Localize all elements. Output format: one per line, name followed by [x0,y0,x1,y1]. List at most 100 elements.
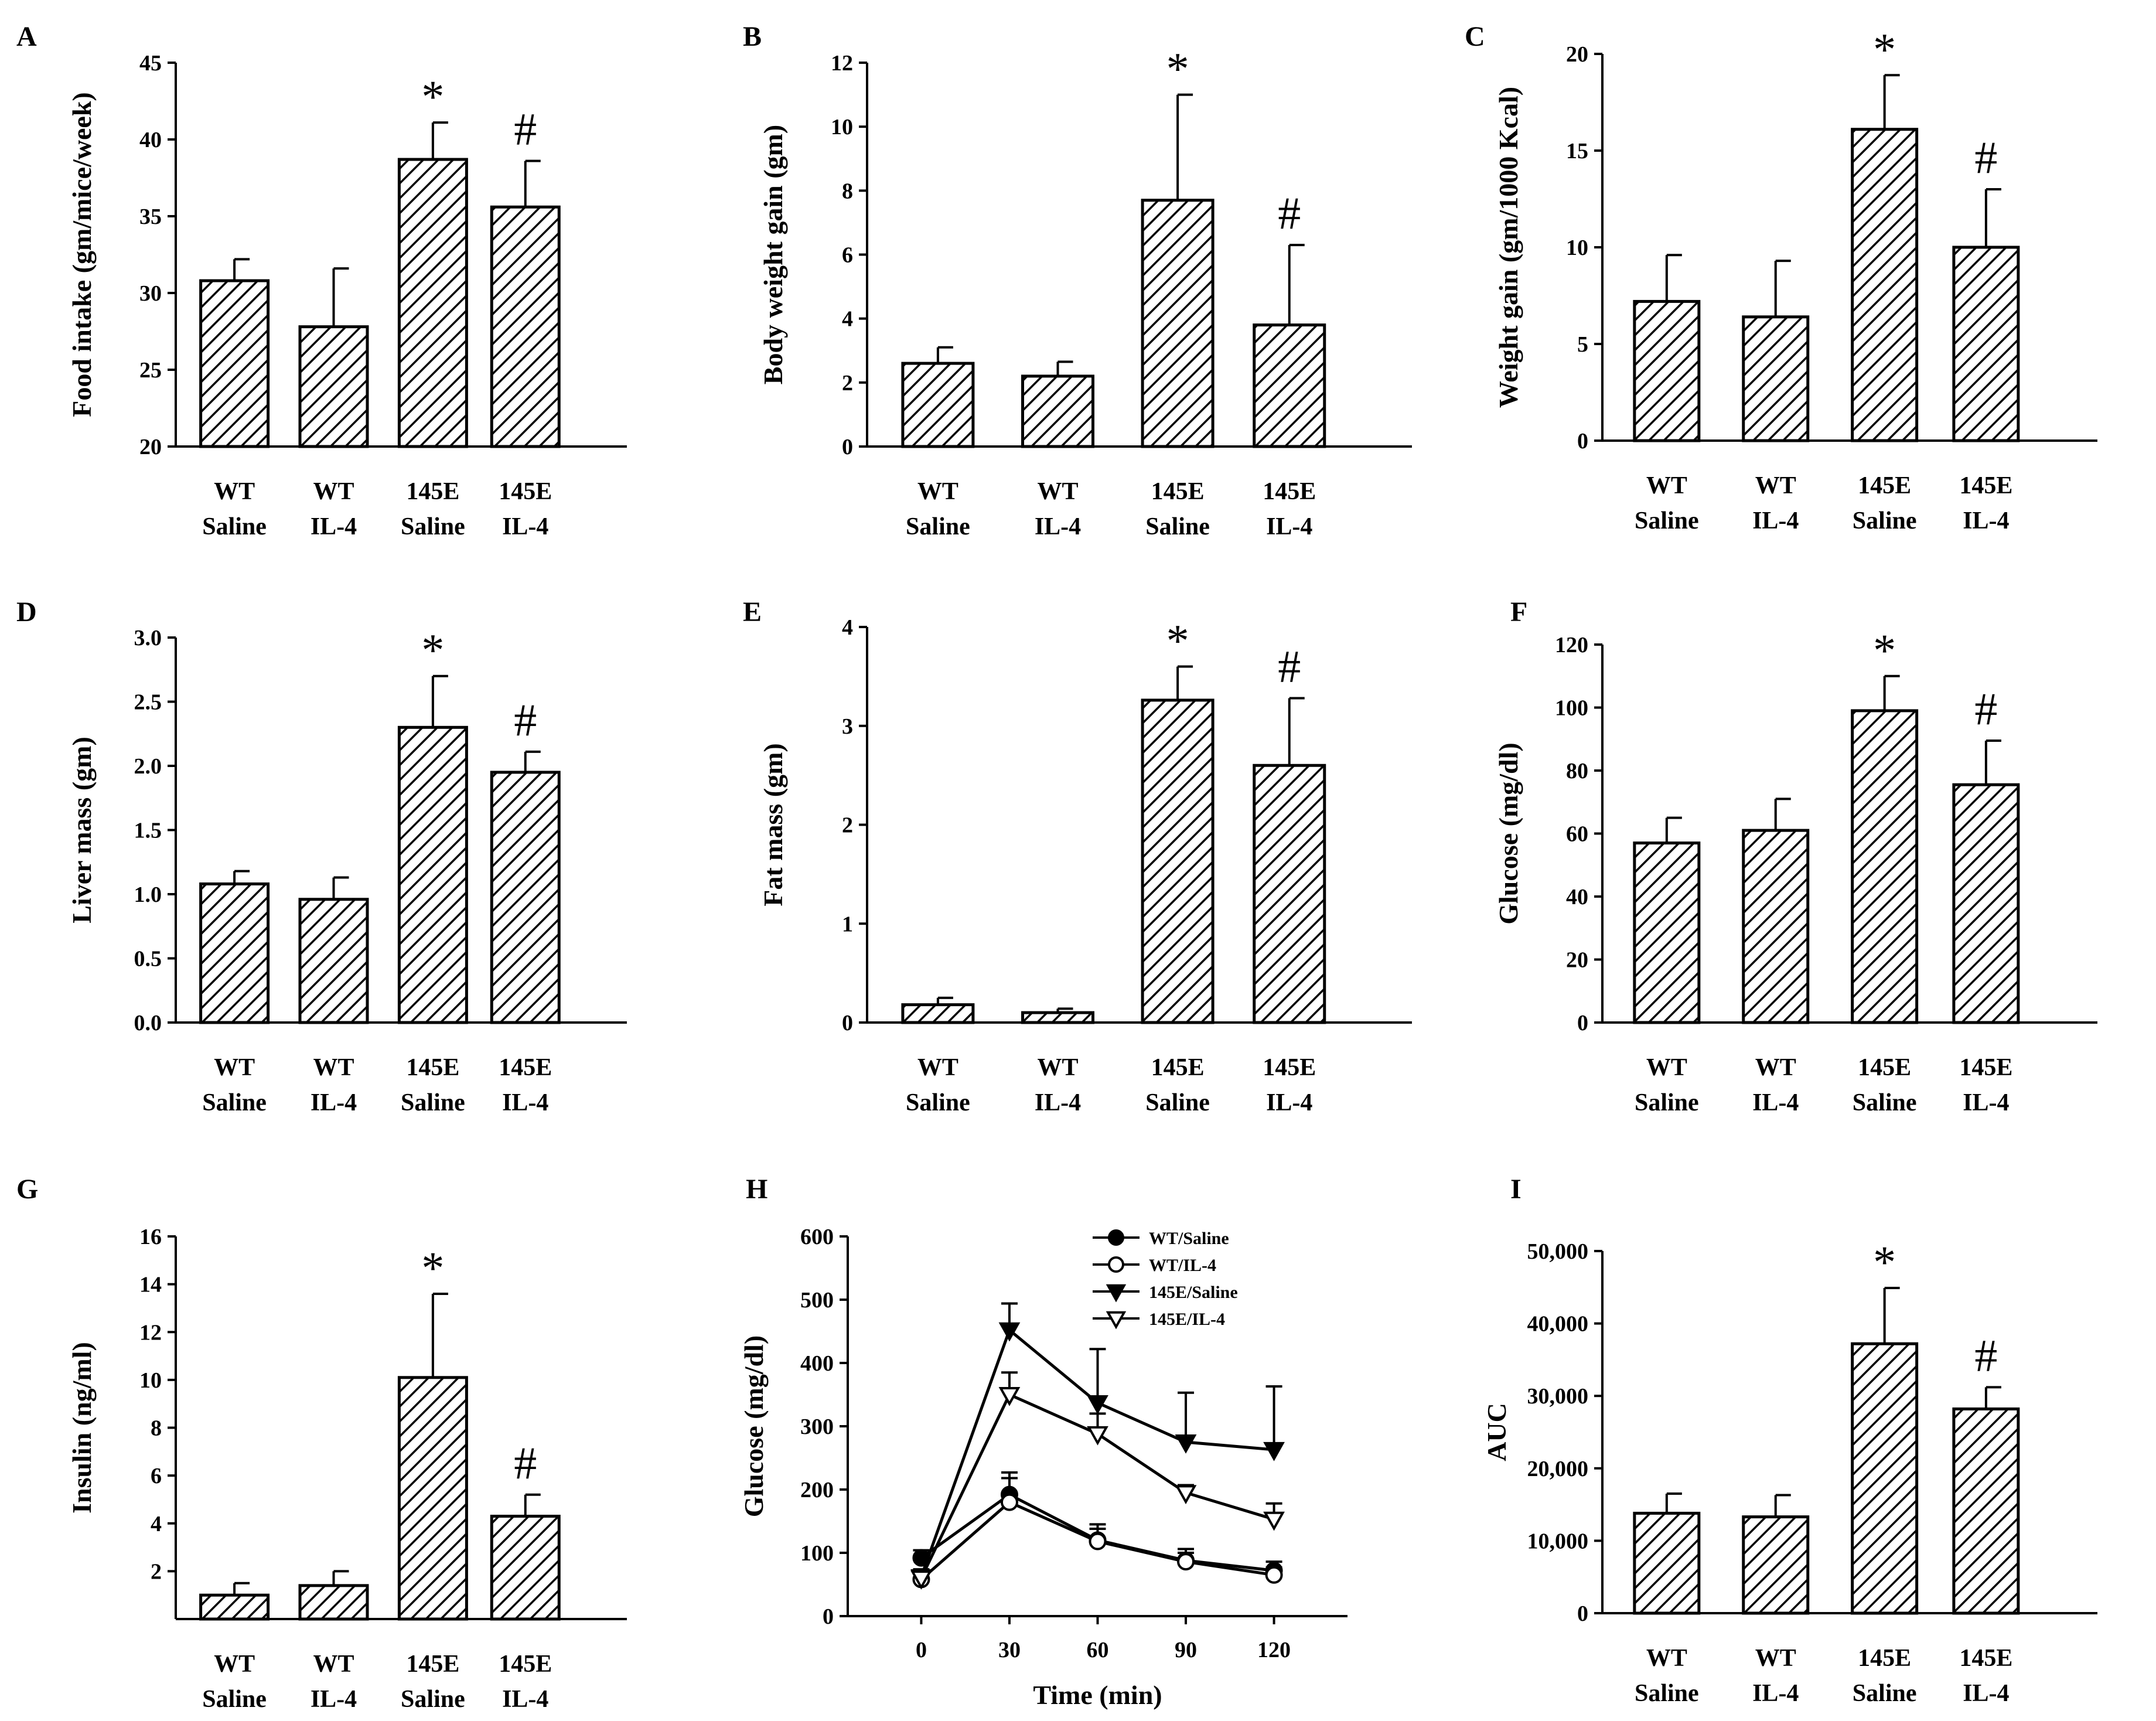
significance-asterisk: * [1873,1236,1896,1287]
y-tick-label: 80 [1566,759,1588,783]
legend-label: WT/IL-4 [1149,1256,1216,1275]
panel-f: F 0 20 40 60 80 100 120 Glucose (mg/dl) WT Saline W… [1493,597,2097,1116]
bar-145e-saline [1851,1342,1919,1615]
panel-d: D 0.0 0.5 1.0 1.5 2.0 2.5 3.0 Liver mass (gm) WT S… [16,597,627,1116]
bar-145e-saline [397,725,468,1024]
y-tick-label: 120 [1555,633,1588,657]
y-axis-title: Liver mass (gm) [67,737,97,923]
y-tick-label: 1 [842,912,853,936]
y-tick-label: 3.0 [134,626,162,650]
y-axis-title: Body weight gain (gm) [758,125,788,384]
legend-entry-145e-il-4: 145E/IL-4 [1092,1310,1225,1330]
y-tick-label: 40,000 [1527,1312,1589,1337]
category-label-line2: IL-4 [1266,513,1312,540]
category-label-line2: Saline [202,1089,267,1116]
significance-hash: # [514,1437,537,1488]
data-point-marker [1000,1493,1018,1511]
category-label-line1: 145E [499,1651,552,1678]
category-label-line1: WT [1037,478,1078,505]
category-label-line1: 145E [1858,1054,1911,1081]
y-tick-label: 12 [139,1320,162,1345]
y-axis-title: Glucose (mg/dl) [1493,742,1523,924]
y-tick-label: 1.0 [134,882,162,907]
category-label-line1: 145E [1959,472,2012,499]
series-145e-il-4 [910,1371,1285,1590]
bar-145e-saline [397,1376,468,1621]
bar-145e-saline [1851,128,1919,442]
category-label-line2: Saline [1145,513,1210,540]
legend-label: 145E/IL-4 [1149,1310,1225,1329]
y-tick-label: 2 [842,813,853,838]
legend-label: 145E/Saline [1149,1283,1238,1302]
panel-letter: F [1510,597,1527,628]
data-point-marker [1263,1441,1285,1461]
y-tick-label: 0 [842,1011,853,1035]
category-label-line2: Saline [401,513,465,540]
y-tick-label: 10 [831,115,853,139]
y-axis-title: Food intake (gm/mice/week) [67,92,97,417]
category-label-line2: IL-4 [1752,1089,1799,1116]
legend-label: WT/Saline [1149,1229,1229,1248]
category-label-line1: 145E [1151,1054,1205,1081]
bar-145e-il-4 [490,205,561,448]
category-label-line1: 145E [1959,1054,2012,1081]
y-axis-title: Weight gain (gm/1000 Kcal) [1493,87,1523,408]
bar-wt-saline [901,362,975,448]
y-tick-label: 600 [800,1225,834,1249]
y-tick-label: 30 [139,281,162,306]
category-label-line1: WT [1755,472,1796,499]
y-tick-label: 200 [800,1478,834,1502]
bar-wt-saline [199,279,270,448]
bar-145e-saline [397,158,468,448]
category-label-line1: WT [917,478,958,505]
category-label-line2: IL-4 [1963,507,2009,534]
y-tick-label: 20 [139,435,162,459]
y-tick-label: 16 [139,1225,162,1249]
bar-wt-saline [901,1003,975,1024]
category-label-line1: 145E [1151,478,1205,505]
significance-hash: # [1278,641,1301,692]
bar-wt-il-4 [1742,1515,1810,1615]
y-tick-label: 12 [831,51,853,76]
category-label-line1: WT [1646,472,1687,499]
panel-e: E 0 1 2 3 4 Fat mass (gm) WT Saline WT IL-4 145E Sal… [743,597,1412,1116]
category-label-line2: Saline [906,1089,970,1116]
category-label-line1: WT [313,478,354,505]
bar-wt-il-4 [1021,374,1094,448]
significance-asterisk: * [1873,625,1896,676]
data-point-marker [1175,1434,1197,1454]
significance-asterisk: * [1873,23,1896,74]
bar-145e-il-4 [490,1515,561,1621]
y-tick-label: 0 [1577,1601,1588,1626]
x-tick-label: 90 [1175,1638,1197,1662]
category-label-line2: IL-4 [1752,1680,1799,1707]
y-tick-label: 4 [842,307,853,332]
bar-145e-il-4 [1253,323,1326,448]
y-tick-label: 5 [1577,332,1588,357]
bar-wt-saline [1633,299,1701,442]
y-tick-label: 3 [842,714,853,739]
data-point-marker [1089,1532,1107,1550]
data-point-marker [1106,1284,1127,1303]
series-wt-saline [912,1471,1283,1580]
y-tick-label: 2 [151,1559,162,1584]
y-tick-label: 100 [1555,696,1588,721]
y-tick-label: 300 [800,1415,834,1439]
panel-b: B 0 2 4 6 8 10 12 Body weight gain (gm) WT Saline W… [743,21,1412,540]
category-label-line1: WT [313,1651,354,1678]
panel-i: I 0 10,000 20,000 30,000 40,000 50,000 AUC WT Sal… [1482,1174,2097,1707]
legend-entry-wt-il-4: WT/IL-4 [1092,1256,1216,1275]
category-label-line1: WT [1646,1054,1687,1081]
x-tick-label: 0 [916,1638,927,1662]
data-point-marker [1263,1511,1285,1531]
y-tick-label: 60 [1566,822,1588,847]
panel-h: H 0 100 200 300 400 500 600 Glucose (mg/dl) 0 30 60… [739,1174,1348,1710]
y-tick-label: 25 [139,358,162,383]
y-tick-label: 35 [139,205,162,229]
category-label-line2: Saline [1853,1680,1917,1707]
category-label-line1: 145E [1959,1645,2012,1672]
data-point-marker [1175,1485,1197,1505]
x-tick-label: 60 [1087,1638,1109,1662]
category-label-line1: 145E [1263,478,1316,505]
